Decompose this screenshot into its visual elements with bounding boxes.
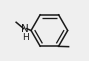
Text: H: H [22, 33, 29, 42]
Text: N: N [21, 24, 29, 34]
